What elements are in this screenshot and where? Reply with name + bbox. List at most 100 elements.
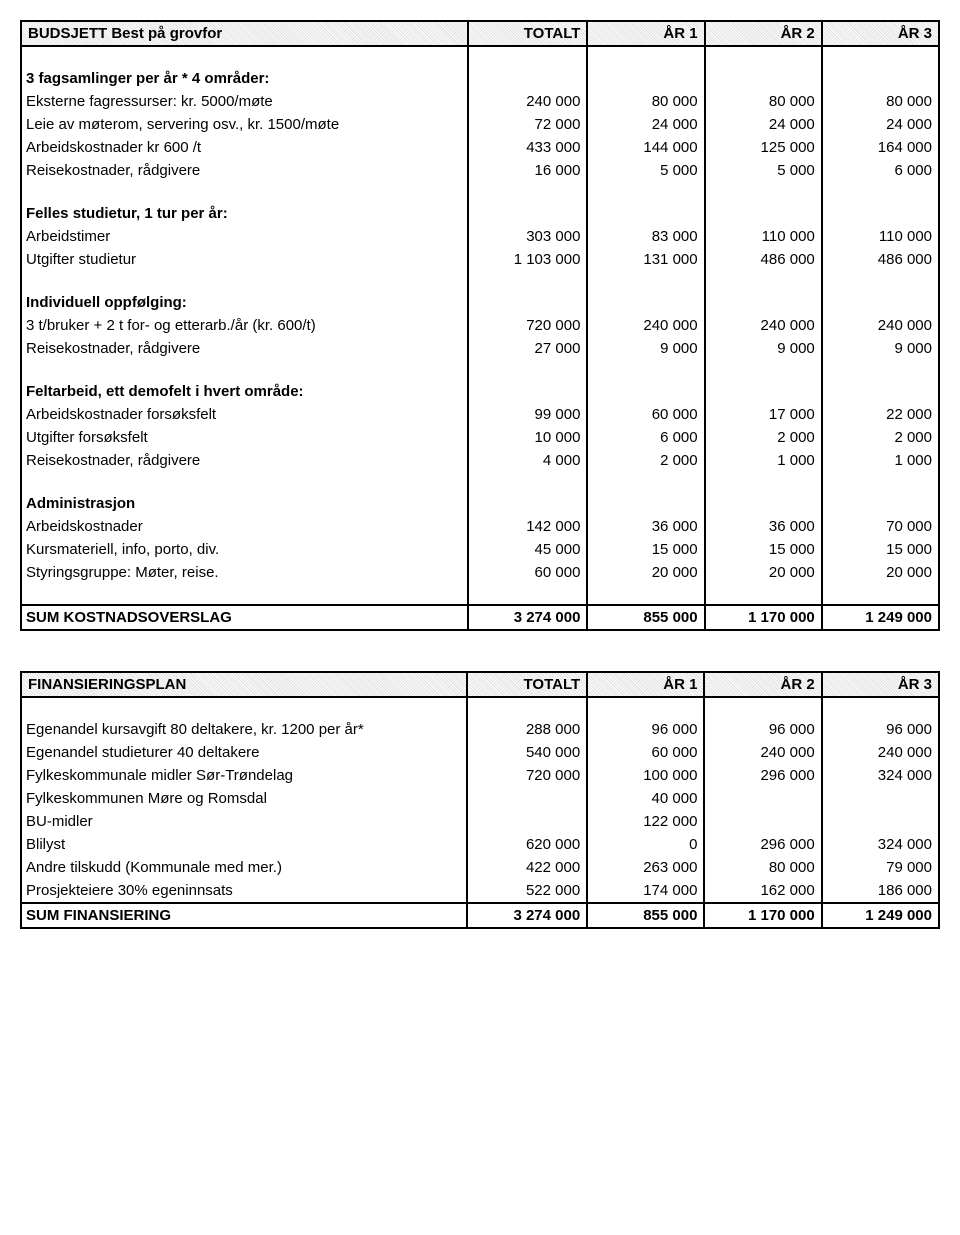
row-value: 99 000 xyxy=(468,403,588,426)
table-row: Administrasjon xyxy=(21,492,939,515)
row-value: 96 000 xyxy=(704,718,821,741)
row-value: 288 000 xyxy=(467,718,587,741)
row-value: 36 000 xyxy=(587,515,704,538)
table-row: 3 fagsamlinger per år * 4 områder: xyxy=(21,67,939,90)
row-value xyxy=(705,67,822,90)
row-value xyxy=(587,67,704,90)
table-row: Andre tilskudd (Kommunale med mer.)422 0… xyxy=(21,856,939,879)
row-value xyxy=(822,380,939,403)
row-label: Blilyst xyxy=(21,833,467,856)
table-row: Arbeidskostnader forsøksfelt99 00060 000… xyxy=(21,403,939,426)
row-value: 24 000 xyxy=(822,113,939,136)
row-label: Felles studietur, 1 tur per år: xyxy=(21,202,468,225)
row-value: 60 000 xyxy=(468,561,588,584)
row-value: 36 000 xyxy=(705,515,822,538)
row-value: 20 000 xyxy=(822,561,939,584)
row-label: Utgifter forsøksfelt xyxy=(21,426,468,449)
table-row: Fylkeskommunen Møre og Romsdal40 000 xyxy=(21,787,939,810)
row-label: Egenandel kursavgift 80 deltakere, kr. 1… xyxy=(21,718,467,741)
row-label: Andre tilskudd (Kommunale med mer.) xyxy=(21,856,467,879)
row-value: 80 000 xyxy=(705,90,822,113)
row-value xyxy=(822,492,939,515)
row-value: 2 000 xyxy=(822,426,939,449)
row-value xyxy=(587,380,704,403)
table-row: Fylkeskommunale midler Sør-Trøndelag720 … xyxy=(21,764,939,787)
row-value: 324 000 xyxy=(822,833,939,856)
row-value: 433 000 xyxy=(468,136,588,159)
row-value: 15 000 xyxy=(587,538,704,561)
row-value: 17 000 xyxy=(705,403,822,426)
table-row: 3 t/bruker + 2 t for- og etterarb./år (k… xyxy=(21,314,939,337)
row-value: 60 000 xyxy=(587,741,704,764)
row-value xyxy=(705,202,822,225)
row-value: 324 000 xyxy=(822,764,939,787)
row-value: 1 170 000 xyxy=(704,903,821,928)
row-value: 1 103 000 xyxy=(468,248,588,271)
row-value: 540 000 xyxy=(467,741,587,764)
table-row xyxy=(21,360,939,380)
row-label: Arbeidskostnader forsøksfelt xyxy=(21,403,468,426)
row-value xyxy=(705,380,822,403)
table-row: Styringsgruppe: Møter, reise.60 000 20 00… xyxy=(21,561,939,584)
row-value: 0 xyxy=(587,833,704,856)
table-row: Kursmateriell, info, porto, div.45 00015… xyxy=(21,538,939,561)
row-label: Prosjekteiere 30% egeninnsats xyxy=(21,879,467,903)
table-row: Egenandel kursavgift 80 deltakere, kr. 1… xyxy=(21,718,939,741)
row-value xyxy=(467,787,587,810)
table-row: Prosjekteiere 30% egeninnsats522 000174 … xyxy=(21,879,939,903)
row-value: 855 000 xyxy=(587,903,704,928)
table-row: Reisekostnader, rådgivere16 0005 0005 00… xyxy=(21,159,939,182)
header-label: BUDSJETT Best på grovfor xyxy=(21,21,468,46)
row-value: 142 000 xyxy=(468,515,588,538)
row-value: 96 000 xyxy=(822,718,939,741)
budget-table: BUDSJETT Best på grovfor TOTALT ÅR 1 ÅR … xyxy=(20,20,940,631)
row-label: Arbeidskostnader xyxy=(21,515,468,538)
table-row: Egenandel studieturer 40 deltakere540 00… xyxy=(21,741,939,764)
row-label: 3 t/bruker + 2 t for- og etterarb./år (k… xyxy=(21,314,468,337)
row-value: 100 000 xyxy=(587,764,704,787)
header-year2: ÅR 2 xyxy=(704,672,821,697)
row-value: 1 000 xyxy=(705,449,822,472)
row-label: Styringsgruppe: Møter, reise. xyxy=(21,561,468,584)
row-value: 20 000 xyxy=(705,561,822,584)
header-year3: ÅR 3 xyxy=(822,672,939,697)
row-label: Feltarbeid, ett demofelt i hvert område: xyxy=(21,380,468,403)
row-value: 422 000 xyxy=(467,856,587,879)
row-label: 3 fagsamlinger per år * 4 områder: xyxy=(21,67,468,90)
row-value xyxy=(467,810,587,833)
row-value: 186 000 xyxy=(822,879,939,903)
row-value xyxy=(468,291,588,314)
row-value: 22 000 xyxy=(822,403,939,426)
row-value: 110 000 xyxy=(705,225,822,248)
row-value: 162 000 xyxy=(704,879,821,903)
row-label: Fylkeskommunale midler Sør-Trøndelag xyxy=(21,764,467,787)
row-value: 296 000 xyxy=(704,764,821,787)
row-label: Kursmateriell, info, porto, div. xyxy=(21,538,468,561)
row-label: SUM FINANSIERING xyxy=(21,903,467,928)
row-label: Reisekostnader, rådgivere xyxy=(21,449,468,472)
row-value: 240 000 xyxy=(822,314,939,337)
header-total: TOTALT xyxy=(468,21,588,46)
row-value: 10 000 xyxy=(468,426,588,449)
row-value: 6 000 xyxy=(587,426,704,449)
row-value: 5 000 xyxy=(705,159,822,182)
row-value: 70 000 xyxy=(822,515,939,538)
row-value: 3 274 000 xyxy=(468,605,588,630)
table-row: Leie av møterom, servering osv., kr. 150… xyxy=(21,113,939,136)
row-value xyxy=(822,291,939,314)
row-value xyxy=(468,380,588,403)
row-value: 80 000 xyxy=(587,90,704,113)
row-value: 80 000 xyxy=(822,90,939,113)
row-value: 9 000 xyxy=(705,337,822,360)
row-value: 240 000 xyxy=(822,741,939,764)
row-label: Arbeidstimer xyxy=(21,225,468,248)
row-value: 240 000 xyxy=(704,741,821,764)
table-row: Individuell oppfølging: xyxy=(21,291,939,314)
table-header-row: BUDSJETT Best på grovfor TOTALT ÅR 1 ÅR … xyxy=(21,21,939,46)
row-label: SUM KOSTNADSOVERSLAG xyxy=(21,605,468,630)
row-value: 720 000 xyxy=(467,764,587,787)
table-row xyxy=(21,182,939,202)
table-row: Arbeidskostnader142 00036 00036 00070 00… xyxy=(21,515,939,538)
row-value xyxy=(822,787,939,810)
row-value: 79 000 xyxy=(822,856,939,879)
